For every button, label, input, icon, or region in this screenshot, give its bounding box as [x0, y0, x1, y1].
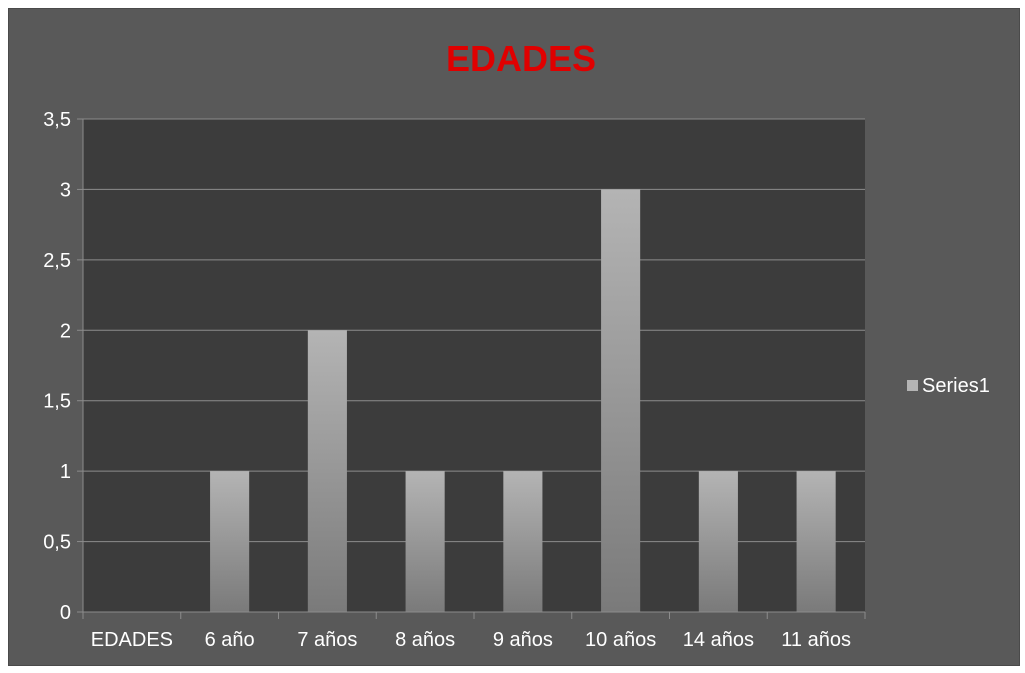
x-tick-label: 8 años [395, 629, 455, 651]
x-tick-label: 14 años [683, 629, 754, 651]
bar-7 [698, 471, 738, 612]
plot-area [83, 119, 865, 612]
x-tick-label: 7 años [297, 629, 357, 651]
y-tick-label: 3,5 [43, 109, 71, 131]
bar-5 [503, 471, 543, 612]
y-tick-label: 0,5 [43, 532, 71, 554]
y-tick-label: 0 [60, 602, 71, 624]
legend-label-series1: Series1 [922, 375, 990, 397]
bar-2 [210, 471, 250, 612]
legend: Series1 [907, 375, 990, 397]
y-tick-label: 1 [60, 461, 71, 483]
x-tick-label: 9 años [493, 629, 553, 651]
x-tick-label: 10 años [585, 629, 656, 651]
bar-6 [601, 189, 641, 612]
y-tick-label: 1,5 [43, 391, 71, 413]
bar-chart: EDADES 0 0,5 1 1,5 2 2,5 3 3,5 EDADES 6 año 7 años… [43, 38, 990, 651]
y-tick-label: 2,5 [43, 250, 71, 272]
bar-8 [796, 471, 836, 612]
y-tick-label: 3 [60, 179, 71, 201]
y-tick-label: 2 [60, 320, 71, 342]
x-tick-label: 6 año [205, 629, 255, 651]
bar-4 [405, 471, 445, 612]
x-tick-label: 11 años [781, 629, 851, 651]
chart-frame: EDADES 0 0,5 1 1,5 2 2,5 3 3,5 EDADES 6 año 7 años… [8, 8, 1020, 666]
x-tick-label: EDADES [91, 629, 173, 651]
legend-swatch [907, 380, 918, 391]
bar-3 [307, 330, 347, 612]
chart-title: EDADES [446, 38, 596, 79]
